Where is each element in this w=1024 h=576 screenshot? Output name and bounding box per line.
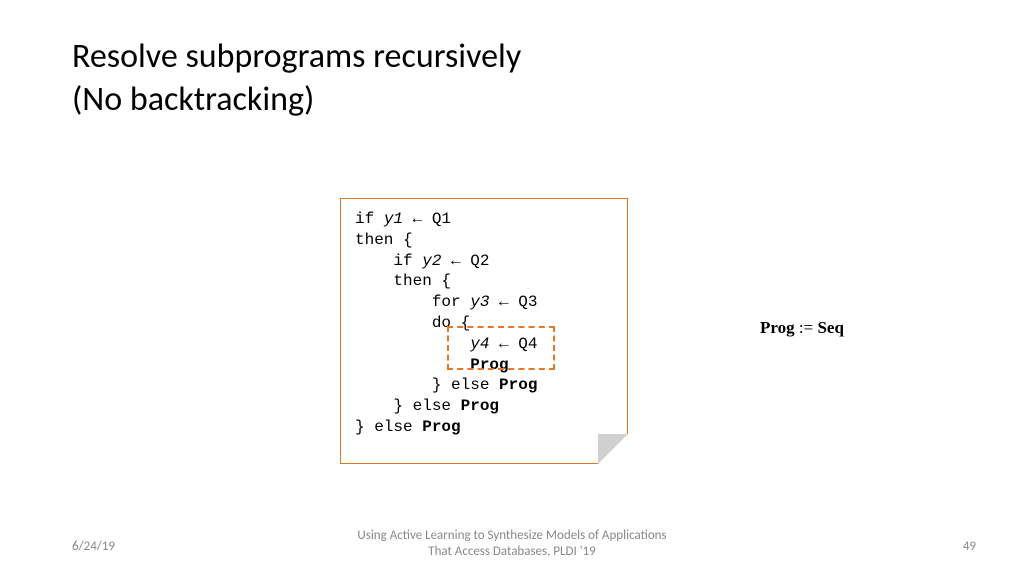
code-line: } else Prog <box>355 375 613 396</box>
slide-title: Resolve subprograms recursively (No back… <box>72 36 521 121</box>
title-line-1: Resolve subprograms recursively <box>72 36 521 77</box>
code-line: for y3 ← Q3 <box>355 292 613 313</box>
grammar-rule: Prog := Seq <box>760 318 844 338</box>
footer-center: Using Active Learning to Synthesize Mode… <box>0 528 1024 561</box>
code-line: if y1 ← Q1 <box>355 209 613 230</box>
code-line: do { <box>355 313 613 334</box>
code-line: } else Prog <box>355 417 613 438</box>
title-line-2: (No backtracking) <box>72 79 314 120</box>
code-line: then { <box>355 230 613 251</box>
footer-page-number: 49 <box>963 539 976 554</box>
code-line: then { <box>355 271 613 292</box>
code-line: Prog <box>355 355 613 376</box>
code-line: y4 ← Q4 <box>355 334 613 355</box>
page-curl-icon <box>598 434 628 464</box>
code-line: } else Prog <box>355 396 613 417</box>
code-line: if y2 ← Q2 <box>355 251 613 272</box>
code-box: if y1 ← Q1 then { if y2 ← Q2 then { for … <box>340 198 628 464</box>
